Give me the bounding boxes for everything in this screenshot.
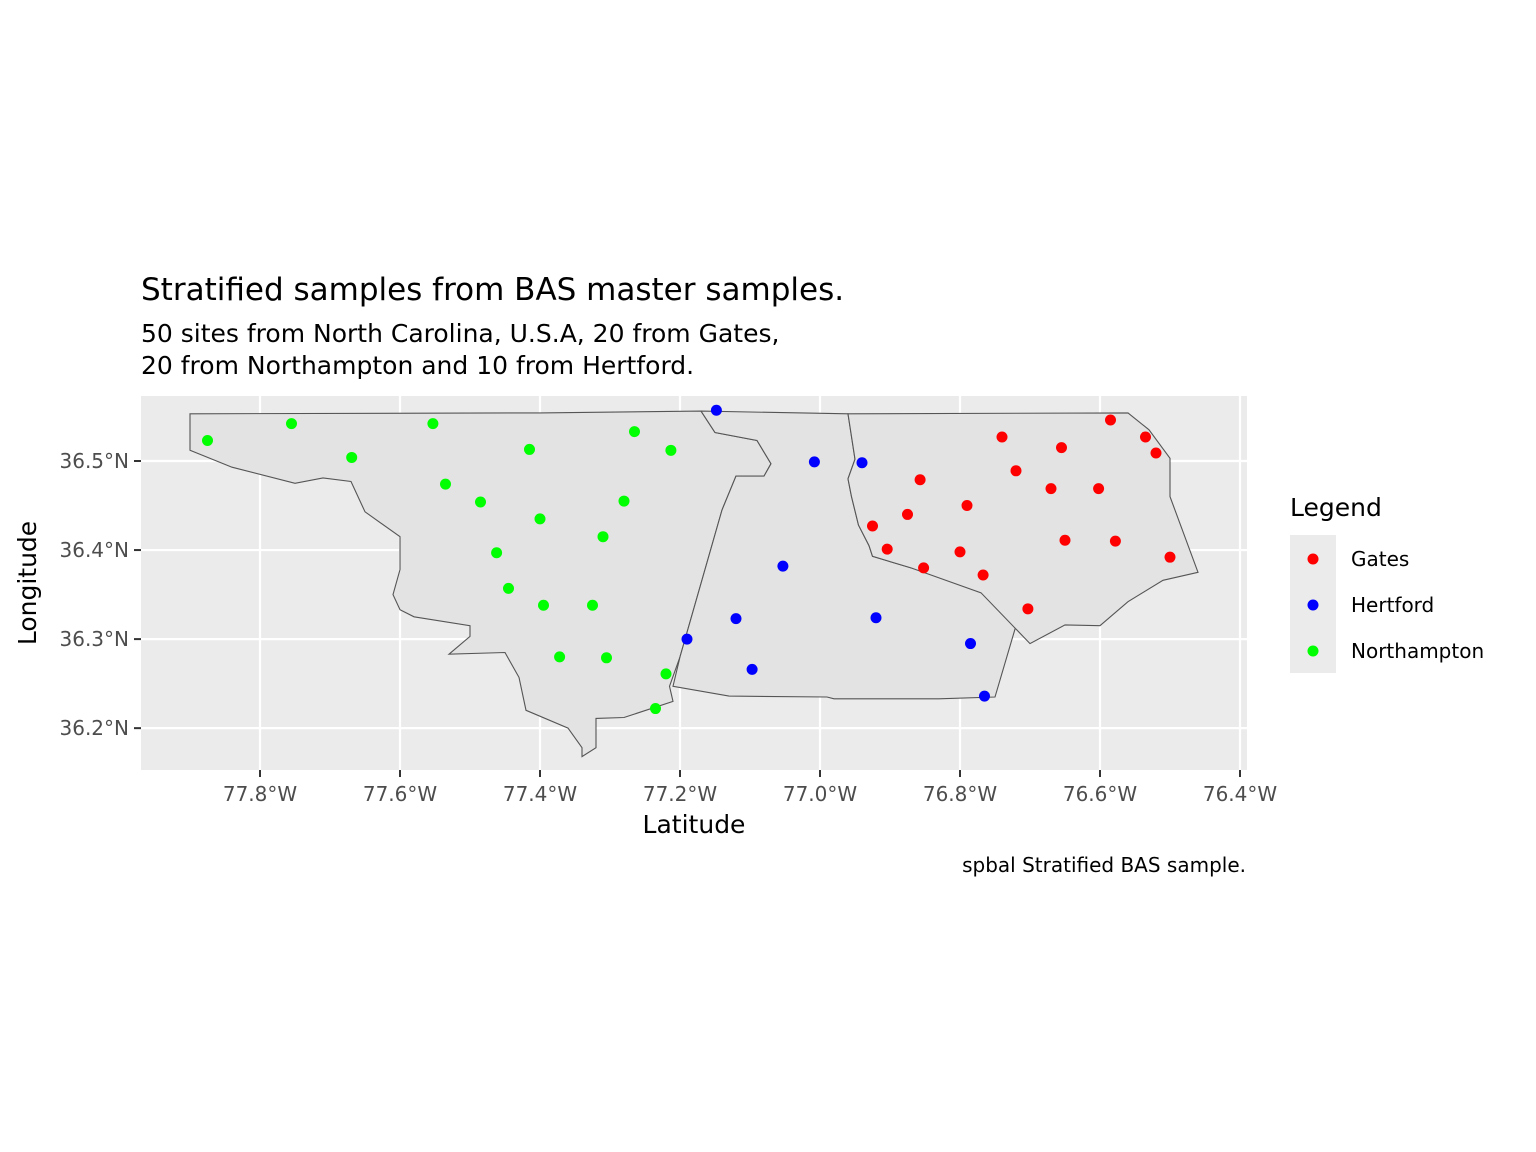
point-hertford [710, 404, 722, 416]
point-gates [914, 474, 926, 486]
point-gates [902, 508, 913, 520]
y-tick-label: 36.3°N [60, 627, 130, 651]
point-gates [1105, 414, 1116, 426]
legend-label-hertford: Hertford [1351, 593, 1434, 617]
point-gates [1045, 483, 1057, 495]
point-northampton [601, 652, 612, 664]
legend-key-hertford [1307, 599, 1319, 611]
point-hertford [979, 690, 990, 702]
legend-key-gates [1307, 553, 1319, 565]
point-gates [954, 546, 966, 558]
plot-panel [141, 396, 1247, 770]
point-hertford [870, 612, 882, 624]
point-northampton [286, 418, 297, 430]
legend-label-gates: Gates [1351, 547, 1409, 571]
legend-key-northampton [1307, 645, 1319, 657]
point-gates [977, 569, 989, 581]
point-hertford [681, 633, 693, 645]
x-tick-label: 76.4°W [1203, 782, 1278, 806]
point-hertford [777, 560, 789, 572]
point-hertford [730, 613, 742, 625]
x-tick-label: 77.6°W [363, 782, 438, 806]
point-gates [867, 520, 878, 532]
chart-caption: spbal Stratified BAS sample. [962, 853, 1246, 877]
point-northampton [346, 451, 358, 463]
point-gates [1093, 483, 1105, 495]
point-northampton [534, 513, 546, 525]
point-gates [1056, 442, 1067, 454]
x-tick-label: 77.4°W [503, 782, 578, 806]
point-northampton [554, 651, 566, 663]
point-gates [1059, 534, 1071, 546]
point-northampton [202, 435, 213, 447]
y-axis-label: Longitude [13, 521, 42, 645]
point-gates [996, 431, 1008, 443]
point-hertford [746, 663, 758, 675]
point-gates [1010, 465, 1022, 477]
point-northampton [440, 478, 451, 490]
point-gates [1150, 447, 1162, 459]
point-hertford [965, 638, 976, 650]
point-northampton [597, 531, 609, 543]
x-axis-label: Latitude [643, 810, 746, 839]
point-gates [1164, 551, 1176, 563]
x-tick-label: 77.0°W [783, 782, 858, 806]
chart-title: Stratified samples from BAS master sampl… [141, 272, 844, 308]
point-northampton [587, 599, 598, 611]
point-hertford [856, 457, 868, 469]
point-northampton [427, 418, 439, 430]
point-northampton [650, 703, 661, 715]
legend: Legend Gates Hertford Northampton [1290, 493, 1484, 673]
point-gates [918, 562, 930, 574]
chart-subtitle-line-1: 50 sites from North Carolina, U.S.A, 20 … [141, 319, 779, 348]
x-tick-label: 77.8°W [223, 782, 298, 806]
y-tick-label: 36.4°N [60, 538, 130, 562]
point-northampton [503, 582, 514, 594]
y-axis: 36.2°N 36.3°N 36.4°N 36.5°N [60, 449, 141, 740]
point-northampton [618, 495, 630, 507]
y-tick-label: 36.2°N [60, 716, 130, 740]
point-northampton [491, 547, 503, 559]
point-hertford [808, 456, 820, 468]
point-gates [1022, 603, 1034, 615]
x-tick-label: 77.2°W [643, 782, 718, 806]
x-tick-label: 76.8°W [923, 782, 998, 806]
point-northampton [475, 496, 486, 508]
point-northampton [665, 444, 677, 456]
point-northampton [660, 668, 672, 680]
point-northampton [538, 599, 549, 611]
county-boundary-gates [847, 412, 1199, 645]
point-gates [1140, 431, 1151, 443]
point-gates [1109, 535, 1121, 547]
point-gates [961, 500, 973, 512]
point-northampton [629, 426, 640, 438]
point-northampton [524, 443, 535, 455]
legend-title: Legend [1290, 493, 1382, 522]
x-axis: 77.8°W 77.6°W 77.4°W 77.2°W 77.0°W 76.8°W 76.6… [223, 770, 1278, 806]
chart-subtitle-line-2: 20 from Northampton and 10 from Hertford… [141, 351, 694, 380]
point-gates [881, 543, 893, 555]
legend-label-northampton: Northampton [1351, 639, 1484, 663]
x-tick-label: 76.6°W [1063, 782, 1138, 806]
sample-points [202, 404, 1176, 715]
y-tick-label: 36.5°N [60, 449, 130, 473]
